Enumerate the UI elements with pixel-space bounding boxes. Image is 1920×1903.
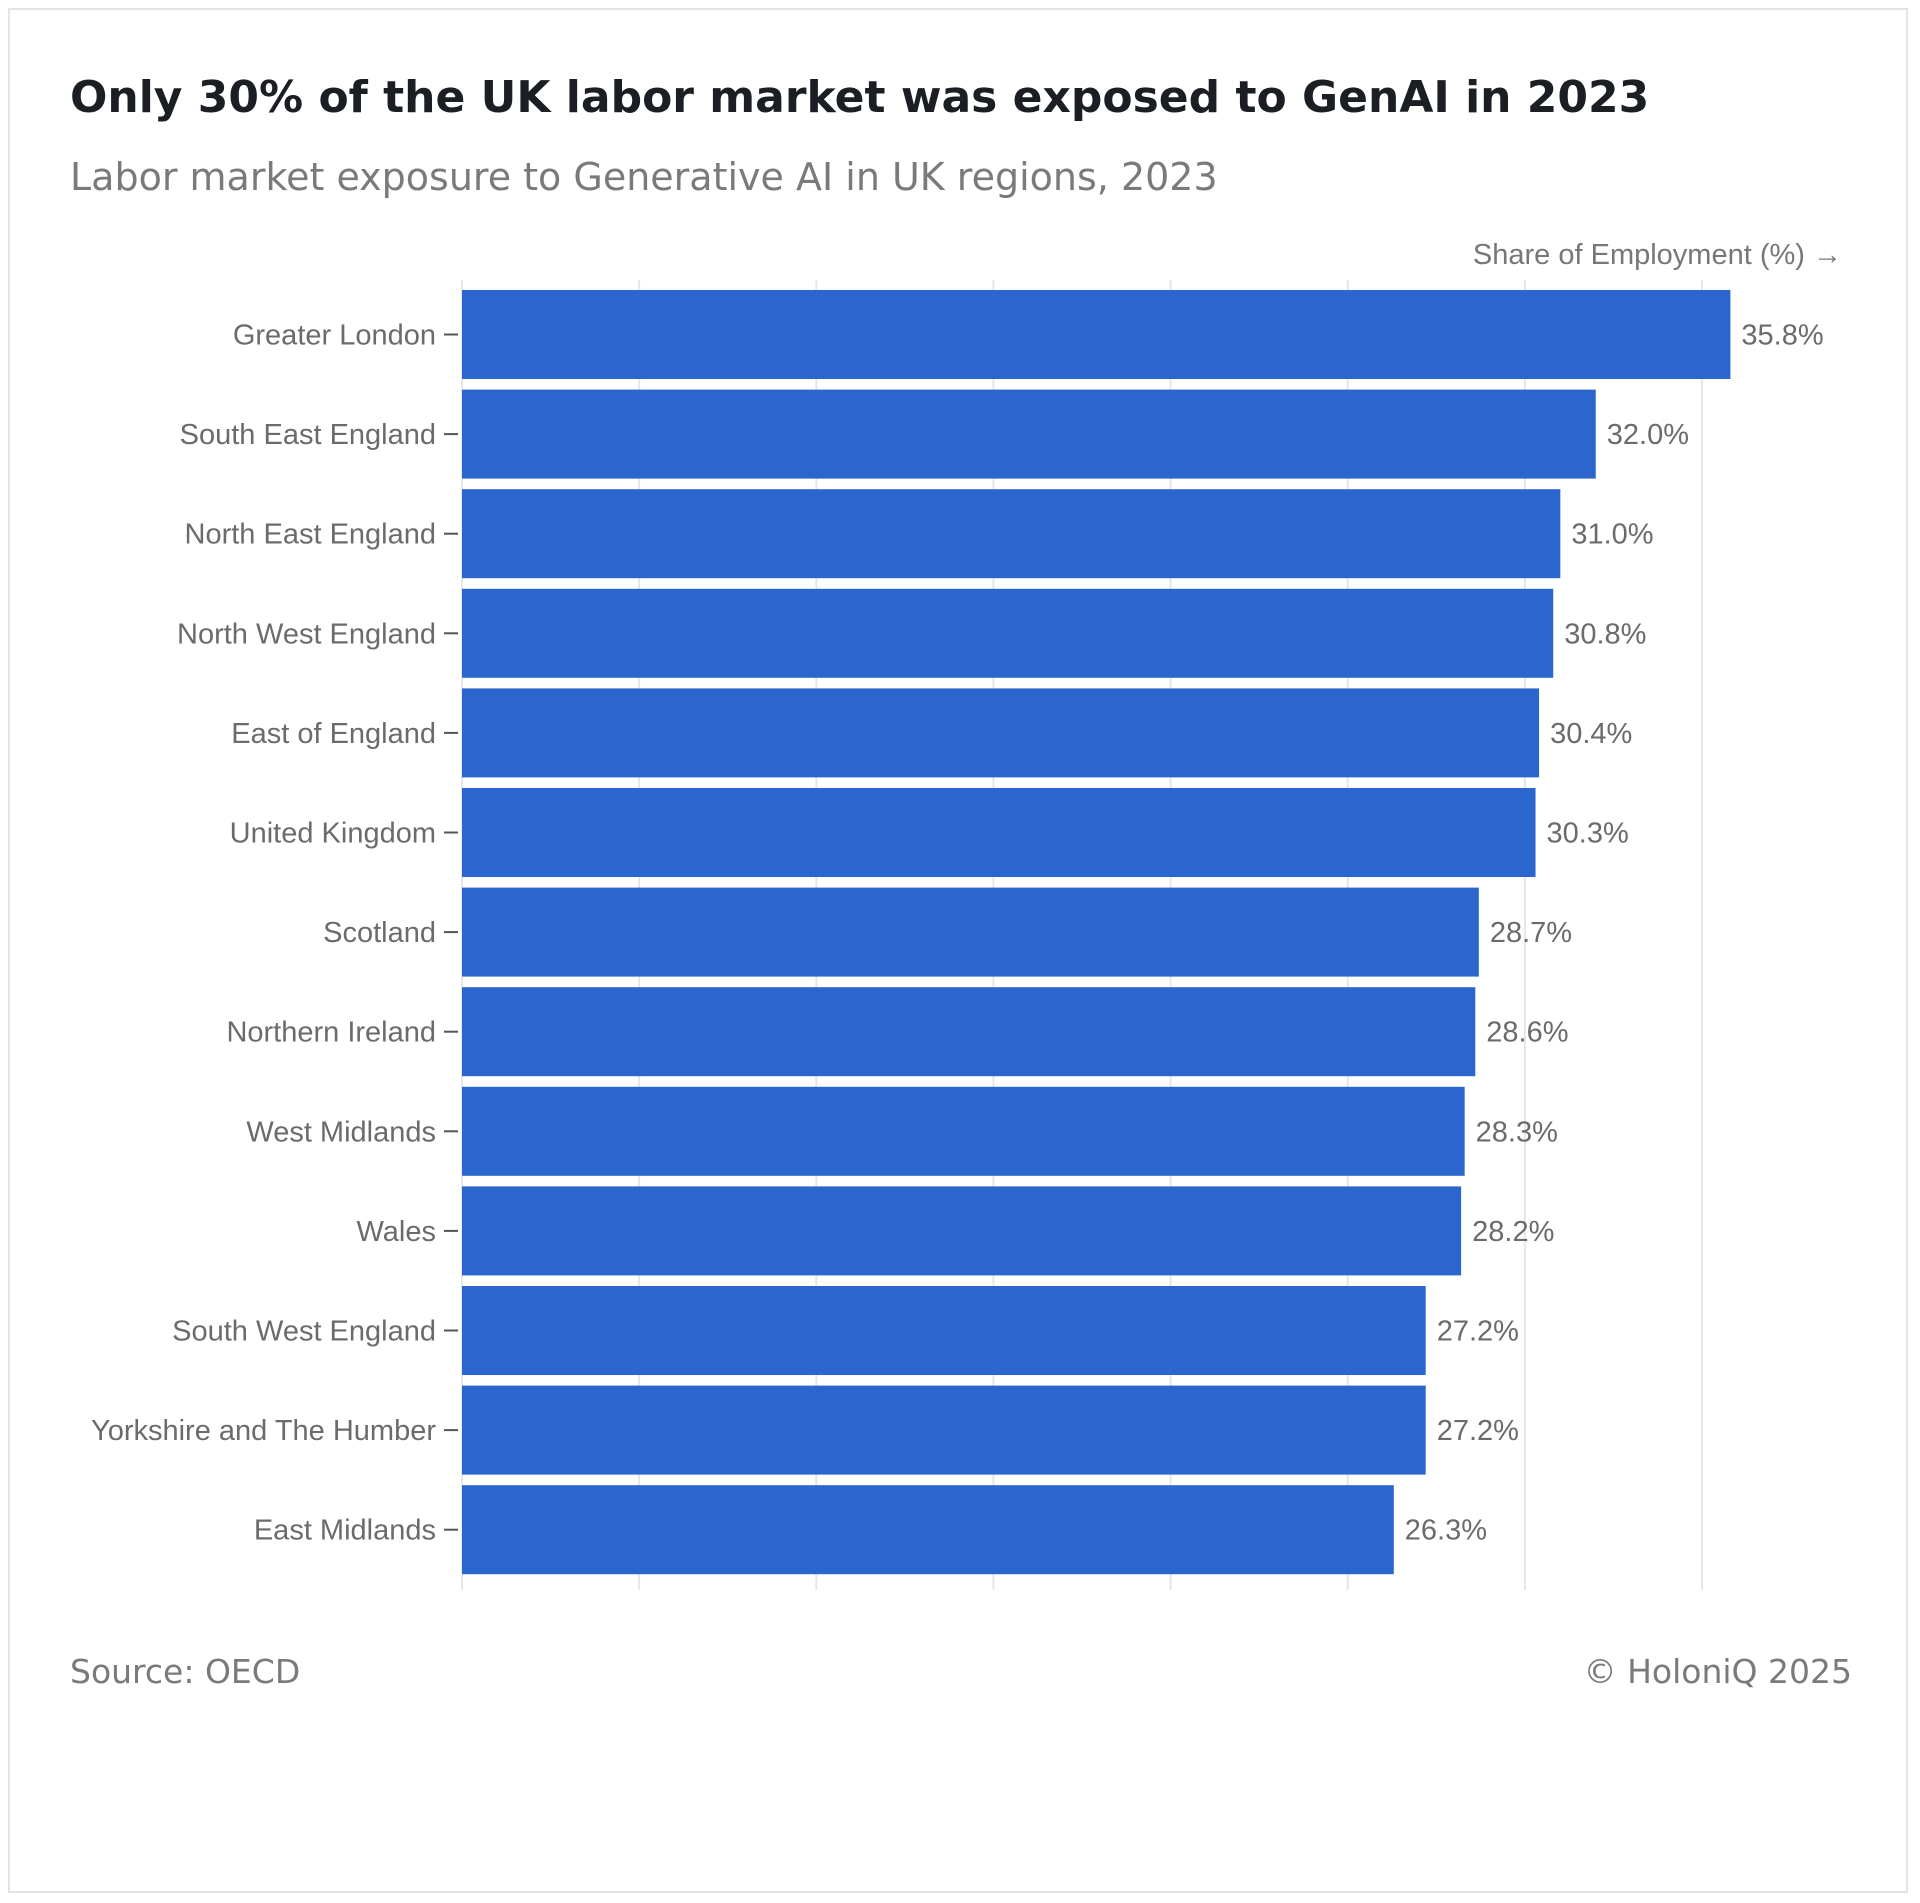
bar <box>462 290 1731 379</box>
category-label: Greater London <box>233 320 436 352</box>
labels: Greater London 35.8% South East England 32.… <box>91 320 1824 1547</box>
bar <box>462 489 1561 579</box>
value-label: 28.3% <box>1476 1116 1558 1148</box>
category-label: Northern Ireland <box>226 1017 436 1049</box>
category-label: North West England <box>177 618 436 650</box>
value-label: 27.2% <box>1437 1415 1519 1447</box>
category-label: East Midlands <box>254 1515 436 1547</box>
category-label: United Kingdom <box>230 818 436 850</box>
category-label: Yorkshire and The Humber <box>91 1415 436 1447</box>
value-label: 28.2% <box>1472 1216 1554 1248</box>
chart-subtitle: Labor market exposure to Generative AI i… <box>70 155 1218 199</box>
bar <box>462 1186 1462 1276</box>
bar <box>462 1286 1426 1375</box>
bar <box>462 1485 1394 1575</box>
category-label: West Midlands <box>246 1116 436 1148</box>
value-label: 30.4% <box>1550 718 1632 750</box>
category-label: North East England <box>185 519 436 551</box>
category-label: Scotland <box>323 917 436 949</box>
value-label: 26.3% <box>1405 1515 1487 1547</box>
copyright-note: © HoloniQ 2025 <box>1583 1652 1852 1691</box>
bar <box>462 688 1540 778</box>
bar <box>462 887 1479 977</box>
source-note: Source: OECD <box>70 1652 301 1691</box>
bar <box>462 588 1554 678</box>
bar <box>462 987 1476 1077</box>
category-label: South East England <box>180 419 436 451</box>
value-label: 31.0% <box>1571 519 1653 551</box>
category-label: South West England <box>172 1316 436 1348</box>
bar <box>462 1086 1465 1176</box>
category-label: Wales <box>357 1216 437 1248</box>
bar <box>462 788 1536 877</box>
chart-title: Only 30% of the UK labor market was expo… <box>70 72 1650 123</box>
value-label: 30.3% <box>1547 818 1629 850</box>
value-label: 35.8% <box>1741 320 1823 352</box>
bars <box>462 290 1731 1575</box>
value-label: 28.7% <box>1490 917 1572 949</box>
bar-chart: Greater London 35.8% South East England 32.… <box>91 239 1842 1590</box>
value-label: 27.2% <box>1437 1316 1519 1348</box>
bar <box>462 1385 1426 1475</box>
value-label: 28.6% <box>1486 1017 1568 1049</box>
value-label: 32.0% <box>1607 419 1689 451</box>
category-label: East of England <box>231 718 436 750</box>
value-label: 30.8% <box>1564 618 1646 650</box>
bar <box>462 389 1596 479</box>
x-axis-label: Share of Employment (%) → <box>1473 239 1842 271</box>
